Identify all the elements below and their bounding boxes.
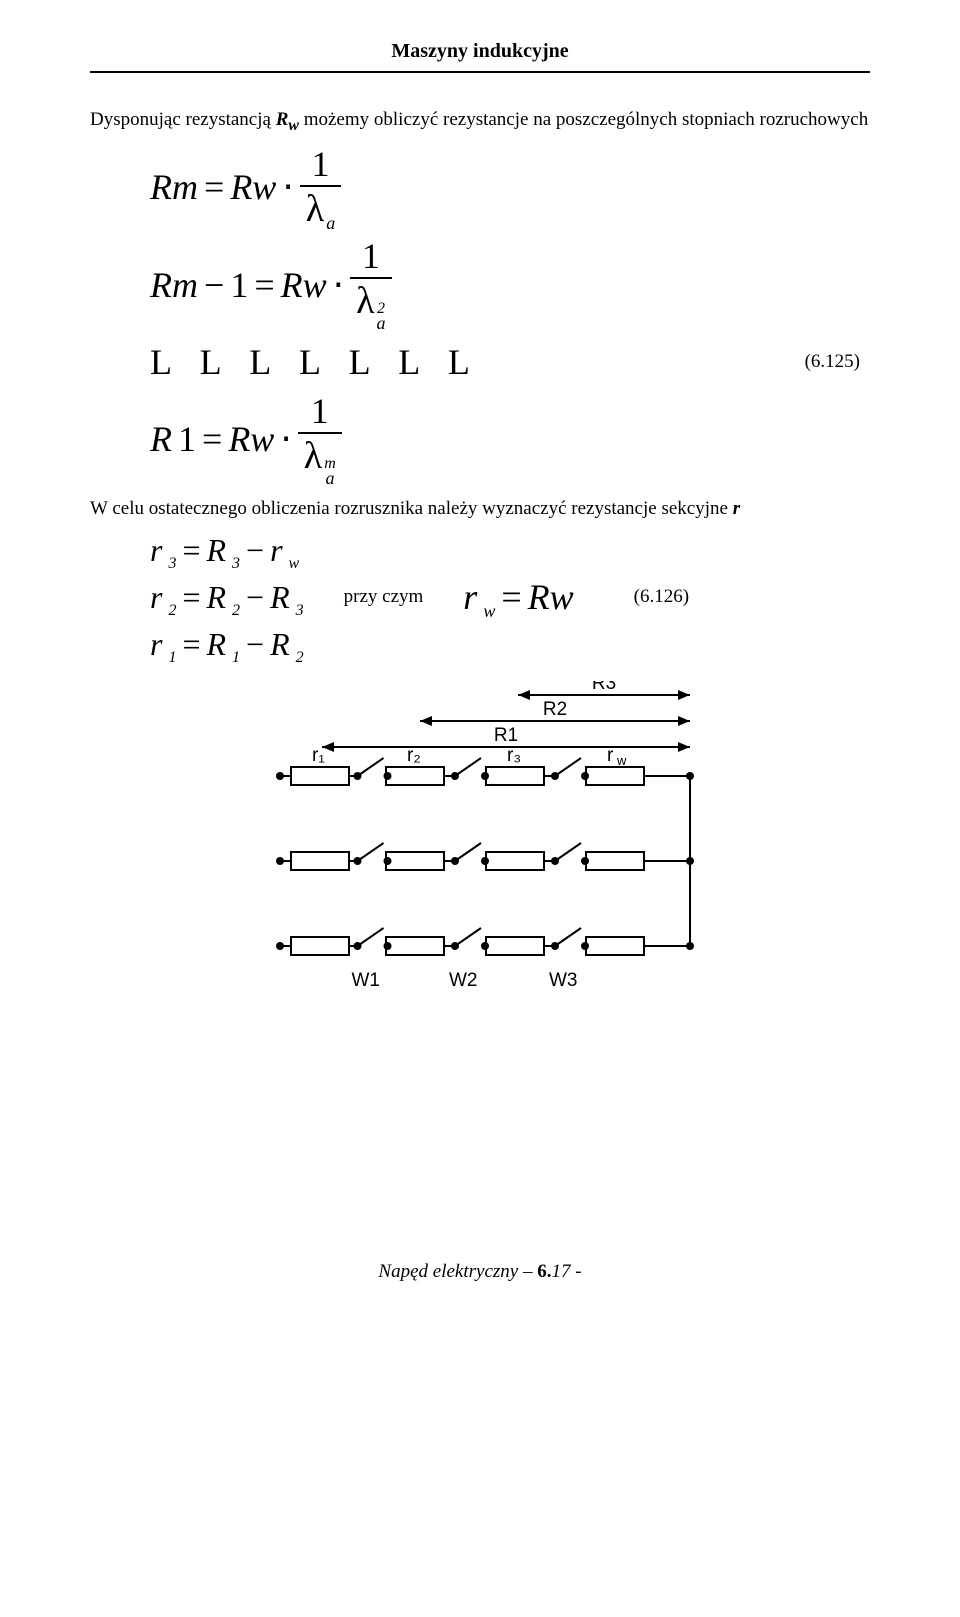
equation-rm: Rm = Rw ⋅ 1 λ a	[150, 146, 870, 228]
para1-varsub: w	[288, 117, 299, 134]
svg-text:r₃: r₃	[507, 745, 521, 766]
e2l2-b: R	[270, 579, 290, 616]
svg-text:R1: R1	[494, 725, 518, 746]
para2-var: r	[733, 498, 740, 519]
eq2-one: 1	[230, 264, 248, 306]
e2l3-bs: 2	[296, 649, 304, 667]
e2l2-as: 2	[232, 602, 240, 620]
svg-text:r₂: r₂	[407, 745, 421, 766]
eq2-eq: =	[254, 264, 274, 306]
equation-number-6-126: (6.126)	[634, 586, 699, 608]
eq2-dot: ⋅	[333, 264, 344, 306]
equation-rm-minus-1: Rm − 1 = Rw ⋅ 1 λ 2 a	[150, 238, 870, 331]
e2r-a: Rw	[528, 576, 574, 618]
eq4-lambda: λ	[304, 437, 322, 475]
eq2-lambda: λ	[356, 282, 374, 320]
eq1-num: 1	[306, 146, 336, 185]
footer-post: 17 -	[551, 1261, 581, 1282]
eq1-sub: a	[326, 214, 335, 232]
e2l1-a: R	[207, 532, 227, 569]
eq1-dot: ⋅	[282, 166, 293, 208]
eq2-rhs1: Rw	[281, 264, 327, 306]
e2l2-r: r	[150, 579, 162, 616]
svg-text:W2: W2	[449, 970, 478, 991]
para1-var: R	[276, 109, 289, 130]
eq1-eq: =	[204, 166, 224, 208]
e2l1-r: r	[150, 532, 162, 569]
footer-bold: 6.	[537, 1261, 551, 1282]
e2l1-min: −	[246, 532, 264, 569]
e2l3-r: r	[150, 626, 162, 663]
footer-pre: Napęd elektryczny –	[378, 1261, 537, 1282]
equation-number-6-125: (6.125)	[805, 351, 870, 373]
e2r-eq: =	[501, 576, 521, 618]
eq2-minus: −	[204, 264, 224, 306]
eq2-sub: a	[377, 316, 386, 331]
eq4-one: 1	[178, 418, 196, 460]
e2l3-min: −	[246, 626, 264, 663]
eq2-frac: 1 λ 2 a	[350, 238, 391, 331]
e2l1-s: 3	[168, 555, 176, 573]
eq4-stack: m a	[324, 457, 336, 486]
paragraph-1: Dysponując rezystancją Rw możemy obliczy…	[90, 107, 870, 136]
eq4-lhs: R	[150, 418, 172, 460]
eq4-frac: 1 λ m a	[298, 393, 342, 486]
header-rule	[90, 71, 870, 73]
eq2-mid-text: przy czym	[344, 586, 424, 608]
eq4-num: 1	[305, 393, 335, 432]
svg-text:W3: W3	[549, 970, 578, 991]
svg-text:w: w	[616, 753, 627, 768]
e2r-s: w	[483, 601, 495, 622]
eq2-left-column: r3 = R3 − rw r2 = R2 − R3 r1 = R1 − R2	[150, 532, 304, 663]
eq1-lambda: λ	[306, 190, 324, 228]
svg-text:r: r	[607, 745, 614, 766]
e2l2-min: −	[246, 579, 264, 616]
page-footer: Napęd elektryczny – 6.17 -	[90, 1261, 870, 1283]
equation-ellipsis: L L L L L L L	[150, 341, 480, 383]
eq4-sub: a	[326, 471, 335, 486]
para1-pre: Dysponując rezystancją	[90, 109, 276, 130]
eq2-stack: 2 a	[377, 302, 386, 331]
eq2-line1: r3 = R3 − rw	[150, 532, 304, 569]
e2l3-eq: =	[182, 626, 200, 663]
svg-text:r₁: r₁	[312, 745, 325, 766]
ellipsis-row-container: L L L L L L L (6.125)	[90, 341, 870, 383]
equation-block-2: r3 = R3 − rw r2 = R2 − R3 r1 = R1 − R2 p…	[150, 532, 870, 663]
eq1-rhs1: Rw	[230, 166, 276, 208]
e2l2-eq: =	[182, 579, 200, 616]
e2l3-as: 1	[232, 649, 240, 667]
eq4-eq: =	[202, 418, 222, 460]
e2l1-b: r	[270, 532, 282, 569]
eq2-line3: r1 = R1 − R2	[150, 626, 304, 663]
eq1-lhs: Rm	[150, 166, 198, 208]
e2r-r: r	[463, 576, 477, 618]
e2l1-eq: =	[182, 532, 200, 569]
paragraph-2: W celu ostatecznego obliczenia rozruszni…	[90, 496, 870, 522]
svg-text:R3: R3	[592, 681, 616, 694]
eq4-dot: ⋅	[280, 418, 291, 460]
svg-text:W1: W1	[352, 970, 381, 991]
e2l2-a: R	[207, 579, 227, 616]
e2l2-s: 2	[168, 602, 176, 620]
eq4-rhs1: Rw	[228, 418, 274, 460]
eq2-rhs: rw = Rw	[463, 576, 573, 618]
svg-text:R2: R2	[543, 699, 567, 720]
eq2-lhs1: Rm	[150, 264, 198, 306]
eq1-frac: 1 λ a	[300, 146, 341, 228]
eq2-line2: r2 = R2 − R3	[150, 579, 304, 616]
circuit-diagram: R3 R2 R1 r₁ r₂ r₃ rw W1 W2 W3	[260, 681, 700, 991]
equation-r1: R1 = Rw ⋅ 1 λ m a	[150, 393, 870, 486]
e2l1-as: 3	[232, 555, 240, 573]
eq2-num: 1	[356, 238, 386, 277]
para1-post: możemy obliczyć rezystancje na poszczegó…	[299, 109, 868, 130]
e2l3-b: R	[270, 626, 290, 663]
e2l3-a: R	[207, 626, 227, 663]
page-header-title: Maszyny indukcyjne	[90, 40, 870, 63]
e2l2-bs: 3	[296, 602, 304, 620]
e2l3-s: 1	[168, 649, 176, 667]
e2l1-bs: w	[289, 555, 300, 573]
para2-pre: W celu ostatecznego obliczenia rozruszni…	[90, 498, 733, 519]
